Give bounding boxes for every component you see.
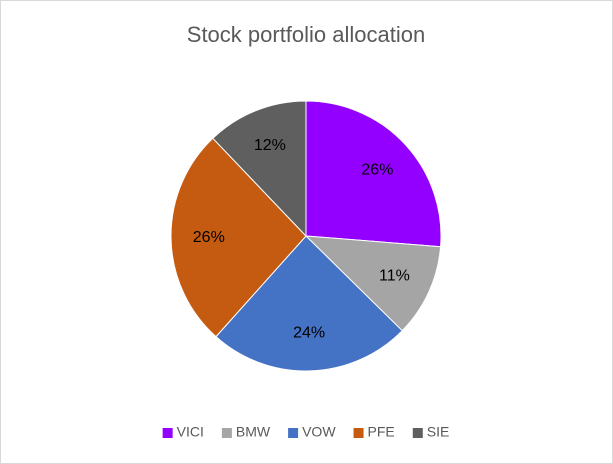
legend-label: PFE [368,424,395,440]
pie-slice [212,100,307,238]
legend-label: VOW [302,424,336,440]
chart-title: Stock portfolio allocation [187,22,425,47]
pie-slice [304,235,442,332]
legend-swatch [353,428,364,438]
data-label: 26% [193,229,225,246]
pie-slice [215,235,403,372]
legend-label: SIE [427,424,450,440]
data-label: 26% [361,161,393,178]
data-label: 24% [293,324,325,341]
data-label: 11% [379,268,410,285]
legend-swatch [162,428,173,438]
legend-swatch [288,428,299,438]
pie-slice [170,137,307,338]
pie-slice [305,100,442,248]
legend-swatch [412,428,423,438]
data-label: 12% [254,137,286,154]
legend-label: VICI [177,424,204,440]
legend-swatch [221,428,232,438]
legend-label: BMW [236,424,271,440]
